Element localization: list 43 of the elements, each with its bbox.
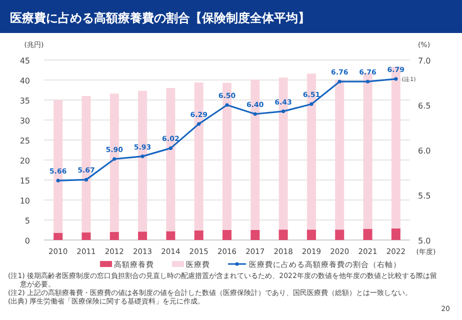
- y2-tick-label: 6.5: [418, 102, 431, 110]
- point: [253, 112, 257, 116]
- y2-tick-label: 5.0: [418, 236, 431, 246]
- point: [282, 110, 286, 114]
- point: [366, 80, 370, 84]
- point: [56, 178, 60, 182]
- point: [338, 80, 342, 84]
- y2-tick-label: 6.0: [418, 146, 431, 156]
- bar: [250, 230, 260, 240]
- y-tick-label: 25: [20, 136, 30, 146]
- y-tick-label: 15: [20, 176, 30, 186]
- y2-tick-label: 5.5: [418, 192, 431, 200]
- y-tick-label: 45: [20, 56, 30, 66]
- bar: [335, 80, 344, 230]
- bar: [363, 228, 372, 240]
- point: [310, 102, 314, 106]
- y2-tick-label: 7.0: [418, 56, 431, 66]
- bar: [138, 232, 148, 240]
- bar: [306, 230, 316, 240]
- y-tick-label: 30: [20, 116, 30, 126]
- bar: [82, 232, 91, 240]
- y-tick-label: 35: [20, 96, 30, 106]
- bar: [110, 232, 119, 240]
- bar: [278, 230, 288, 240]
- bar: [335, 230, 344, 240]
- y-tick-label: 20: [20, 156, 30, 166]
- point: [84, 178, 88, 182]
- point: [197, 122, 201, 126]
- y-tick-label: 0: [24, 236, 30, 246]
- bar: [222, 230, 232, 240]
- point: [225, 103, 229, 107]
- y-tick-label: 5: [24, 216, 30, 226]
- point: [168, 146, 172, 150]
- bar: [166, 231, 176, 240]
- bar: [194, 230, 204, 240]
- bar: [391, 228, 400, 240]
- point: [394, 77, 398, 81]
- point: [112, 157, 116, 161]
- point: [140, 154, 144, 158]
- y-tick-label: 10: [20, 196, 30, 206]
- chart-title: 医療費に占める高額療養費の割合【保険制度全体平均】: [10, 11, 310, 25]
- y-tick-label: 40: [20, 76, 30, 86]
- bar: [54, 232, 63, 240]
